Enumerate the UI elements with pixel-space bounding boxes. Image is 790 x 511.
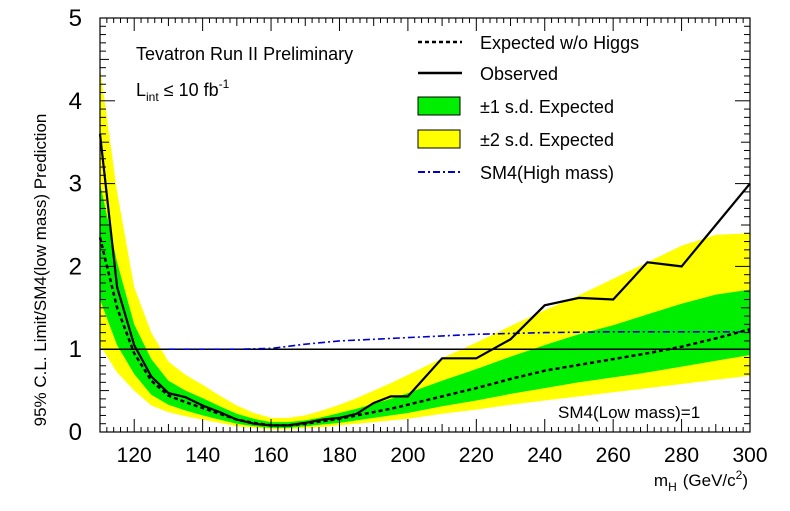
x-tick-label: 240 (527, 444, 562, 467)
x-tick-label: 140 (185, 444, 220, 467)
y-tick-label: 3 (69, 171, 82, 198)
luminosity-base: L (136, 80, 146, 100)
legend-label-sm4-high: SM4(High mass) (480, 163, 614, 183)
lines-layer (98, 133, 751, 427)
x-axis-label: mH (GeV/c2) (654, 468, 748, 494)
x-tick-label: 180 (322, 444, 357, 467)
chart-title: Tevatron Run II Preliminary (136, 44, 353, 64)
legend: Expected w/o Higgs Observed ±1 s.d. Expe… (417, 33, 639, 183)
y-tick-label: 5 (69, 5, 82, 32)
luminosity-sub: int (146, 90, 159, 104)
y-tick-label: 1 (69, 336, 82, 363)
legend-label-expected: Expected w/o Higgs (480, 33, 639, 53)
y-tick-label: 2 (69, 253, 82, 280)
reference-line-label: SM4(Low mass)=1 (558, 403, 700, 422)
y-tick-label: 0 (69, 419, 82, 446)
luminosity-label: Lint ≤ 10 fb-1 (136, 77, 230, 104)
x-tick-label: 300 (732, 444, 767, 467)
x-label-unit-sup: 2 (736, 468, 743, 482)
luminosity-sup: -1 (219, 77, 230, 91)
bands-layer (100, 67, 750, 430)
x-label-sub: H (668, 480, 677, 494)
luminosity-relation: ≤ 10 fb (164, 80, 219, 100)
legend-label-observed: Observed (480, 64, 558, 84)
y-tick-label: 4 (69, 88, 82, 115)
band-2sd-expected (100, 67, 750, 430)
axes-layer: 120 140 160 180 200 220 240 260 280 300 0 1 2 3 4 5 (69, 5, 768, 467)
x-tick-label: 280 (664, 444, 699, 467)
x-label-base: m (654, 471, 668, 490)
legend-label-2sd: ±2 s.d. Expected (480, 130, 614, 150)
legend-swatch-2sd (417, 129, 461, 149)
x-tick-label: 220 (459, 444, 494, 467)
x-tick-label: 160 (254, 444, 289, 467)
x-tick-label: 120 (117, 444, 152, 467)
legend-swatch-1sd (417, 96, 461, 116)
series-observed (98, 133, 751, 427)
title-block: Tevatron Run II Preliminary Lint ≤ 10 fb-… (136, 44, 353, 104)
series-sm4-high-mass (168, 331, 750, 350)
x-tick-label: 200 (390, 444, 425, 467)
x-tick-label: 260 (596, 444, 631, 467)
y-axis-label: 95% C.L. Limit/SM4(low mass) Prediction (31, 114, 50, 427)
legend-label-1sd: ±1 s.d. Expected (480, 97, 614, 117)
x-label-unit-pre: (GeV/c (683, 471, 736, 490)
x-label-unit-post: ) (742, 471, 748, 490)
band-1sd-expected (100, 183, 750, 428)
